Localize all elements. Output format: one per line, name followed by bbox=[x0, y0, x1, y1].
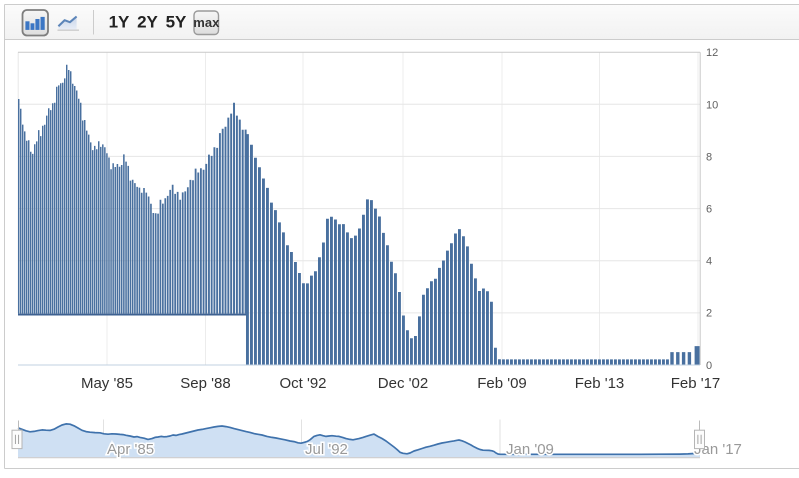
svg-text:Feb '17: Feb '17 bbox=[671, 375, 721, 392]
svg-text:10: 10 bbox=[706, 99, 718, 111]
svg-text:max: max bbox=[193, 15, 220, 30]
svg-text:4: 4 bbox=[706, 256, 712, 268]
svg-text:Apr '85: Apr '85 bbox=[107, 441, 154, 458]
svg-text:2Y: 2Y bbox=[137, 13, 158, 32]
svg-text:Oct '92: Oct '92 bbox=[279, 375, 326, 392]
svg-text:8: 8 bbox=[706, 151, 712, 163]
svg-text:Feb '13: Feb '13 bbox=[575, 375, 625, 392]
svg-text:2: 2 bbox=[706, 308, 712, 320]
svg-text:Sep '88: Sep '88 bbox=[180, 375, 230, 392]
svg-text:1Y: 1Y bbox=[109, 13, 130, 32]
svg-text:Feb '09: Feb '09 bbox=[477, 375, 527, 392]
svg-text:Dec '02: Dec '02 bbox=[378, 375, 428, 392]
svg-text:12: 12 bbox=[706, 47, 718, 59]
svg-text:May '85: May '85 bbox=[81, 375, 133, 392]
svg-text:Jan '09: Jan '09 bbox=[506, 441, 554, 458]
svg-text:5Y: 5Y bbox=[166, 13, 187, 32]
svg-text:Jan '17: Jan '17 bbox=[694, 441, 742, 458]
svg-text:Jul '92: Jul '92 bbox=[305, 441, 348, 458]
svg-text:6: 6 bbox=[706, 204, 712, 216]
svg-text:0: 0 bbox=[706, 360, 712, 372]
